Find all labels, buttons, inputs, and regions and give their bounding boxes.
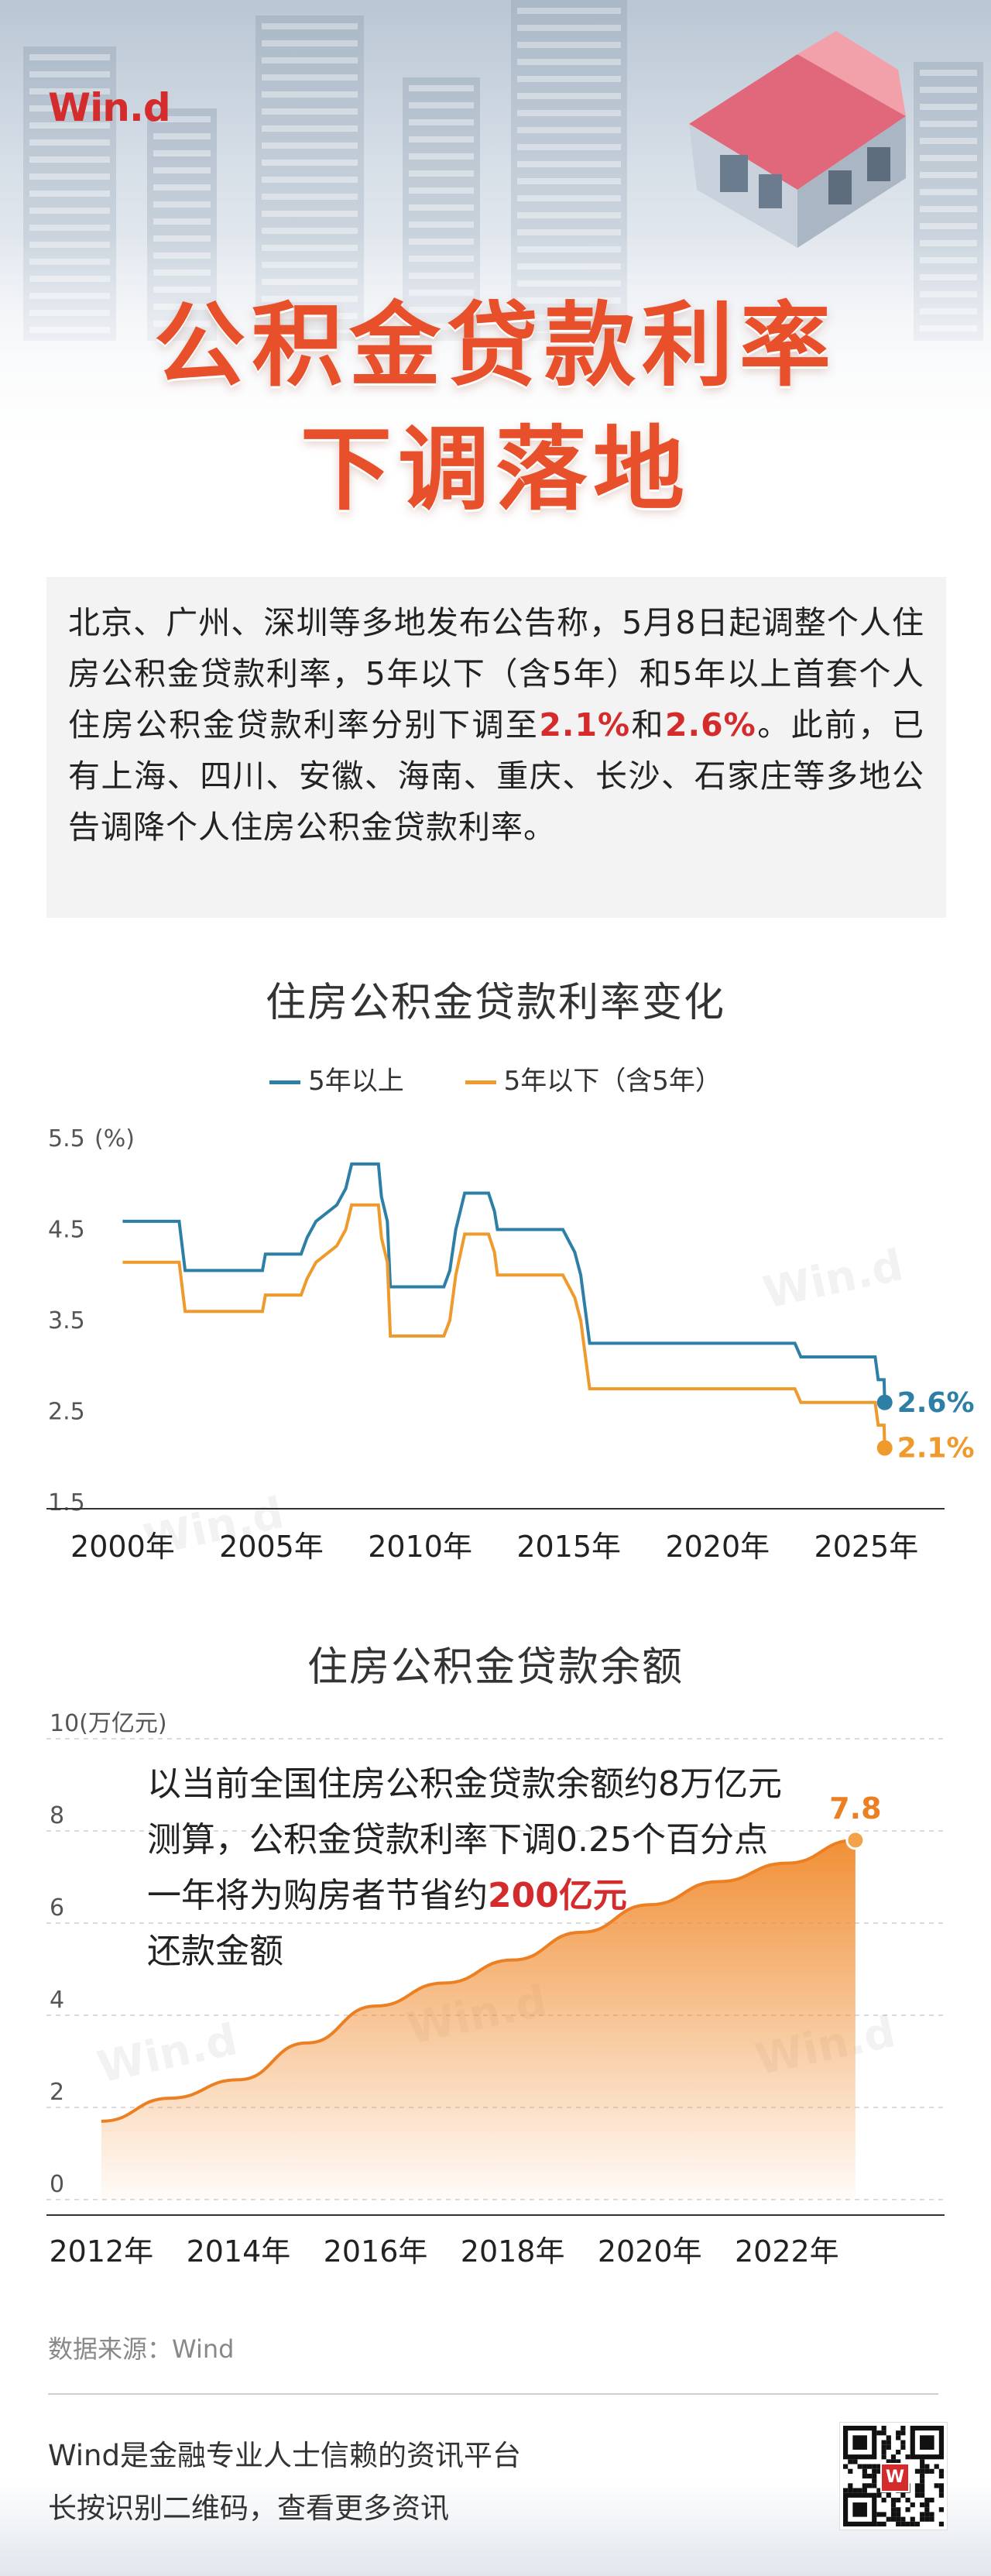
x-tick-label: 2012年 [49, 2234, 153, 2269]
x-tick-label: 2000年 [70, 1530, 175, 1564]
y-unit-label: 10(万亿元) [50, 1710, 167, 1737]
series-end-label-0: 2.6% [897, 1387, 975, 1419]
annotation-line3-text: 一年将为购房者节省约 [147, 1876, 488, 1915]
legend-item-short: 5年以下（含5年） [465, 1060, 722, 1097]
rate-short-highlight: 2.1% [539, 706, 631, 744]
wind-logo: Win.d [48, 85, 171, 130]
page-title-line1: 公积金贷款利率 [153, 292, 837, 399]
footer-qr-hint: 长按识别二维码，查看更多资讯 [48, 2492, 449, 2525]
footer-slogan: Wind是金融专业人士信赖的资讯平台 [48, 2439, 521, 2472]
annotation-line3: 一年将为购房者节省约200亿元 [147, 1876, 627, 1915]
balance-end-label: 7.8 [829, 1791, 881, 1826]
y-tick-label: 2 [50, 2079, 64, 2106]
y-tick-label: 1.5 [48, 1489, 85, 1516]
x-tick-label: 2022年 [735, 2234, 839, 2269]
annotation-highlight: 200亿元 [488, 1876, 627, 1915]
y-tick-label: 2.5 [48, 1399, 85, 1426]
balance-area-chart: 0246810(万亿元)Win.dWin.dWin.d7.82012年2014年… [46, 1710, 945, 2269]
chart1-legend: 5年以上 5年以下（含5年） [0, 1060, 991, 1097]
series-line-1 [122, 1203, 886, 1448]
x-tick-label: 2015年 [516, 1530, 621, 1564]
y-tick-label: 3.5 [48, 1307, 85, 1334]
y-unit-label: (%) [94, 1125, 135, 1152]
y-tick-label: 4.5 [48, 1217, 85, 1244]
annotation-line1: 以当前全国住房公积金贷款余额约8万亿元 [147, 1764, 782, 1804]
series-end-point-0 [876, 1394, 893, 1410]
series-end-point-1 [876, 1440, 893, 1456]
annotation-line2: 测算，公积金贷款利率下调0.25个百分点 [147, 1820, 768, 1860]
x-tick-label: 2025年 [814, 1530, 919, 1564]
x-tick-label: 2020年 [598, 2234, 702, 2269]
chart1-title: 住房公积金贷款利率变化 [265, 980, 725, 1026]
x-tick-label: 2014年 [187, 2234, 291, 2269]
annotation-line4: 还款金额 [147, 1932, 283, 1971]
page-title-line2: 下调落地 [300, 416, 691, 523]
intro-text: 北京、广州、深圳等多地发布公告称，5月8日起调整个人住房公积金贷款利率，5年以下… [68, 604, 925, 846]
hero-background: Win.d 公积金贷款利率 下调落地 [0, 0, 991, 542]
qr-code[interactable]: W [840, 2423, 947, 2530]
rate-long-highlight: 2.6% [665, 706, 756, 744]
intro-box: 北京、广州、深圳等多地发布公告称，5月8日起调整个人住房公积金贷款利率，5年以下… [46, 577, 946, 918]
data-source: 数据来源：Wind [48, 2334, 235, 2364]
qr-pattern [843, 2426, 944, 2526]
x-tick-label: 2016年 [324, 2234, 428, 2269]
series-end-label-1: 2.1% [897, 1433, 975, 1465]
y-tick-label: 0 [50, 2171, 64, 2198]
balance-end-point [845, 1830, 866, 1850]
y-tick-label: 8 [50, 1802, 64, 1829]
x-tick-label: 2018年 [461, 2234, 565, 2269]
y-tick-label: 6 [50, 1894, 64, 1922]
x-tick-label: 2005年 [219, 1530, 324, 1564]
series-line-0 [122, 1162, 886, 1403]
footer-divider [48, 2393, 938, 2395]
y-tick-label: 5.5 [48, 1125, 85, 1152]
x-tick-label: 2010年 [368, 1530, 472, 1564]
y-tick-label: 4 [50, 1987, 64, 2014]
balance-area [101, 1839, 856, 2200]
qr-badge: W [880, 2463, 910, 2492]
watermark: Win.d [759, 1240, 907, 1318]
chart2-title: 住房公积金贷款余额 [307, 1644, 684, 1691]
balance-line [101, 1838, 856, 2123]
x-tick-label: 2020年 [665, 1530, 770, 1564]
house-icon [689, 31, 906, 248]
legend-item-long: 5年以上 [269, 1060, 404, 1097]
